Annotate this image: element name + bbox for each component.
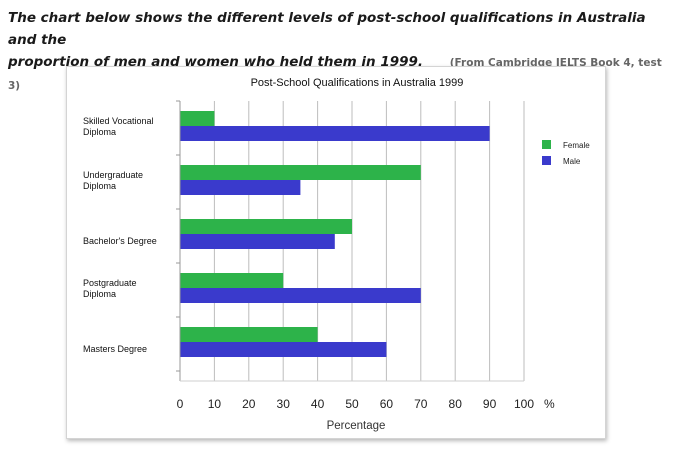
chart-card: Post-School Qualifications in Australia … — [66, 66, 606, 439]
x-axis-label: Percentage — [327, 420, 386, 432]
x-tick-label: 0 — [177, 397, 184, 411]
bar-male — [180, 342, 387, 357]
x-tick-label: 10 — [208, 397, 222, 411]
category-label: Bachelor's Degree — [83, 236, 157, 246]
bar-male — [180, 126, 490, 141]
bar-female — [180, 273, 284, 288]
category-label: Undergraduate Diploma — [83, 170, 143, 191]
x-tick-label: 40 — [311, 397, 325, 411]
x-tick-label: 20 — [242, 397, 256, 411]
x-tick-label: 30 — [277, 397, 291, 411]
bar-female — [180, 327, 318, 342]
bar-male — [180, 180, 301, 195]
category-label: Postgraduate Diploma — [83, 278, 137, 299]
category-label: Skilled Vocational Diploma — [83, 116, 154, 137]
chart-title: Post-School Qualifications in Australia … — [251, 77, 464, 89]
bar-male — [180, 288, 421, 303]
legend-swatch-female — [542, 140, 551, 149]
x-tick-label: 100 — [514, 397, 534, 411]
bar-male — [180, 234, 335, 249]
bar-female — [180, 165, 421, 180]
x-tick-label: 80 — [449, 397, 463, 411]
bar-chart: Post-School Qualifications in Australia … — [83, 77, 590, 432]
bar-female — [180, 219, 352, 234]
legend-label-female: Female — [563, 141, 590, 150]
x-tick-label: 90 — [483, 397, 497, 411]
legend-swatch-male — [542, 156, 551, 165]
legend-label-male: Male — [563, 157, 581, 166]
bar-female — [180, 111, 215, 126]
category-label: Masters Degree — [83, 344, 147, 354]
x-tick-label: 60 — [380, 397, 394, 411]
x-tick-label: 50 — [345, 397, 359, 411]
x-axis-unit: % — [544, 397, 555, 411]
intro-line-1: The chart below shows the different leve… — [8, 10, 646, 48]
x-tick-label: 70 — [414, 397, 428, 411]
